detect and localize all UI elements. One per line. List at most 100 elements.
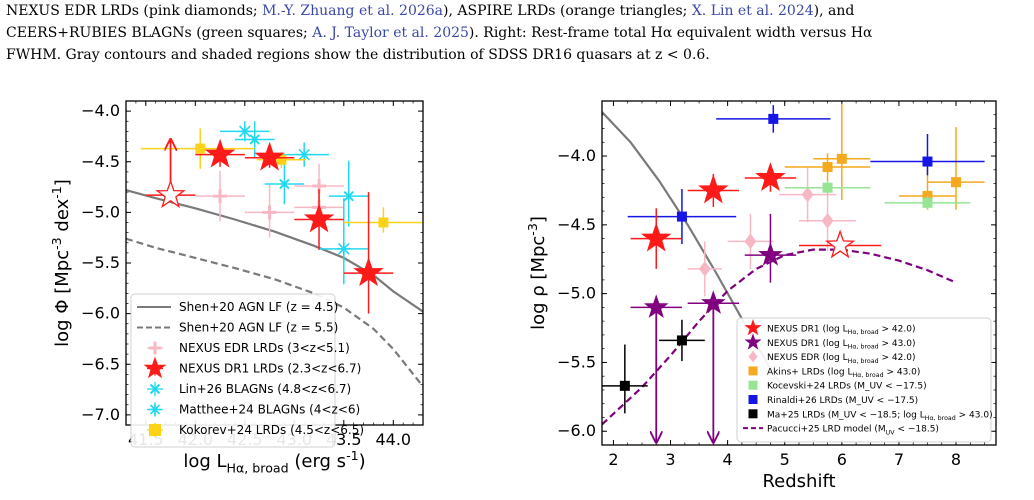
legend-marker [748, 395, 758, 404]
legend-marker [149, 403, 161, 416]
series-asterisk [220, 121, 369, 285]
label-part: ] [528, 216, 549, 223]
legend-label: Shen+20 AGN LF (z = 5.5) [179, 321, 338, 335]
label-part: Akins+ LRDs (log L [767, 367, 853, 377]
data-point [922, 197, 933, 208]
caption-text: FWHM. Gray contours and shaded regions s… [6, 47, 710, 63]
label-part: Hα, broad [848, 358, 879, 365]
data-point [676, 211, 687, 222]
model-curve [602, 248, 957, 426]
data-point [343, 190, 354, 202]
caption-line-2: CEERS+RUBIES BLAGNs (green squares; A. J… [6, 22, 1030, 44]
label-part: Kocevski+24 LRDs (M_UV < −17.5) [767, 382, 927, 392]
y-tick-label: −5.5 [81, 253, 120, 272]
label-part: log Φ [Mpc [52, 250, 73, 347]
lf-panel: 41.542.042.543.043.544.0−4.0−4.5−5.0−5.5… [49, 100, 424, 476]
legend-label: Ma+25 LRDs (M_UV < −18.5; log LHα, broad… [767, 410, 993, 422]
data-point [279, 178, 290, 190]
label-part: -1 [346, 448, 359, 463]
legend-marker [149, 424, 161, 436]
data-point [297, 147, 312, 162]
label-part: > 42.0) [879, 325, 916, 335]
y-tick-label: −5.5 [557, 352, 596, 371]
data-point [353, 257, 384, 287]
caption-text: ). Right: Rest-frame total Hα equivalent… [468, 25, 873, 41]
legend-label: NEXUS DR1 (log LHα, broad > 43.0) [767, 339, 916, 351]
data-point [619, 380, 630, 391]
y-tick-label: −6.0 [81, 304, 120, 323]
label-part: NEXUS DR1 (log L [767, 325, 848, 335]
y-axis-label: log ρ [Mpc-3] [525, 216, 549, 330]
y-tick-label: −4.0 [81, 101, 120, 120]
x-tick-label: 44.0 [375, 430, 411, 449]
label-part: Ma+25 LRDs (M_UV < −18.5; log L [767, 410, 925, 420]
caption-text: NEXUS EDR LRDs (pink diamonds; [6, 3, 263, 19]
label-part: -1 [49, 186, 64, 199]
model-curve [126, 237, 423, 388]
y-tick-label: −6.0 [557, 421, 596, 440]
label-part: log ρ [Mpc [528, 236, 549, 330]
label-part: log L [183, 451, 226, 472]
series-star [145, 138, 394, 314]
x-tick-label: 8 [951, 450, 961, 469]
legend-marker [744, 318, 762, 336]
label-part: > 43.0) [879, 339, 916, 349]
series-diamond [687, 167, 857, 297]
density-panel: 2 3 4 5 6 7 8 −4.0 −4.5 −5.0 −5.5 −6.0 Redshift log ρ… [525, 100, 997, 492]
legend-label: NEXUS DR1 (log LHα, broad > 42.0) [767, 325, 916, 337]
figure-caption: NEXUS EDR LRDs (pink diamonds; M.-Y. Zhu… [6, 0, 1030, 66]
label-part: Hα, broad [848, 329, 879, 336]
data-point [698, 261, 711, 277]
legend-marker [143, 356, 167, 379]
label-part: Rinaldi+26 LRDs (M_UV < −17.5) [767, 396, 918, 406]
caption-text: CEERS+RUBIES BLAGNs (green squares; [6, 25, 313, 41]
legend-label: Shen+20 AGN LF (z = 4.5) [179, 300, 338, 314]
label-part: Redshift [762, 471, 835, 492]
data-point [701, 290, 726, 314]
data-point [758, 242, 783, 266]
data-point [836, 153, 847, 164]
data-point [698, 174, 729, 204]
x-tick-label: 7 [894, 450, 904, 469]
data-point [922, 156, 933, 167]
label-part: > 43.0) [884, 367, 921, 377]
y-axis-label: log Φ [Mpc-3 dex-1] [49, 179, 73, 347]
data-point [249, 134, 260, 145]
data-layer [126, 121, 423, 388]
label-part: Pacucci+25 LRD model (M [767, 425, 886, 435]
legend-marker [744, 333, 762, 350]
y-tick-label: −4.5 [81, 152, 120, 171]
x-axis-label: log LHα, broad (erg s-1) [183, 448, 365, 476]
data-point [204, 138, 236, 168]
caption-line-3: FWHM. Gray contours and shaded regions s… [6, 44, 1030, 66]
citation-link[interactable]: X. Lin et al. 2024 [691, 3, 814, 19]
legend-marker [149, 342, 161, 354]
legend-box [130, 293, 336, 448]
data-point [303, 203, 335, 233]
y-tick-label: −6.5 [81, 354, 120, 373]
data-point [822, 162, 833, 173]
label-part: dex [52, 198, 73, 237]
y-tick-label: −4.5 [557, 215, 596, 234]
data-point [755, 162, 786, 191]
legend-label: NEXUS DR1 LRDs (2.3<z<6.7) [179, 362, 361, 376]
label-part: Hα, broad [227, 460, 289, 475]
data-point [276, 154, 287, 165]
citation-link[interactable]: A. J. Taylor et al. 2025 [312, 25, 469, 41]
y-tick-label: −5.0 [81, 202, 120, 221]
data-point [824, 229, 856, 259]
label-part: NEXUS DR1 (log L [767, 339, 848, 349]
series-star [630, 162, 882, 269]
legend-label: NEXUS EDR LRDs (3<z<5.1) [179, 341, 350, 355]
label-part: > 42.0) [879, 353, 916, 363]
label-part: ] [52, 179, 73, 186]
citation-link[interactable]: M.-Y. Zhuang et al. 2026a [262, 3, 444, 19]
legend-box [736, 317, 992, 443]
legend-label: Pacucci+25 LRD model (MUV < −18.5) [767, 425, 939, 437]
label-part: Hα, broad [925, 415, 956, 422]
label-part: Hα, broad [848, 344, 879, 351]
label-part: ) [359, 451, 366, 472]
y-tick-label: −4.0 [557, 146, 596, 165]
data-point [822, 182, 833, 193]
